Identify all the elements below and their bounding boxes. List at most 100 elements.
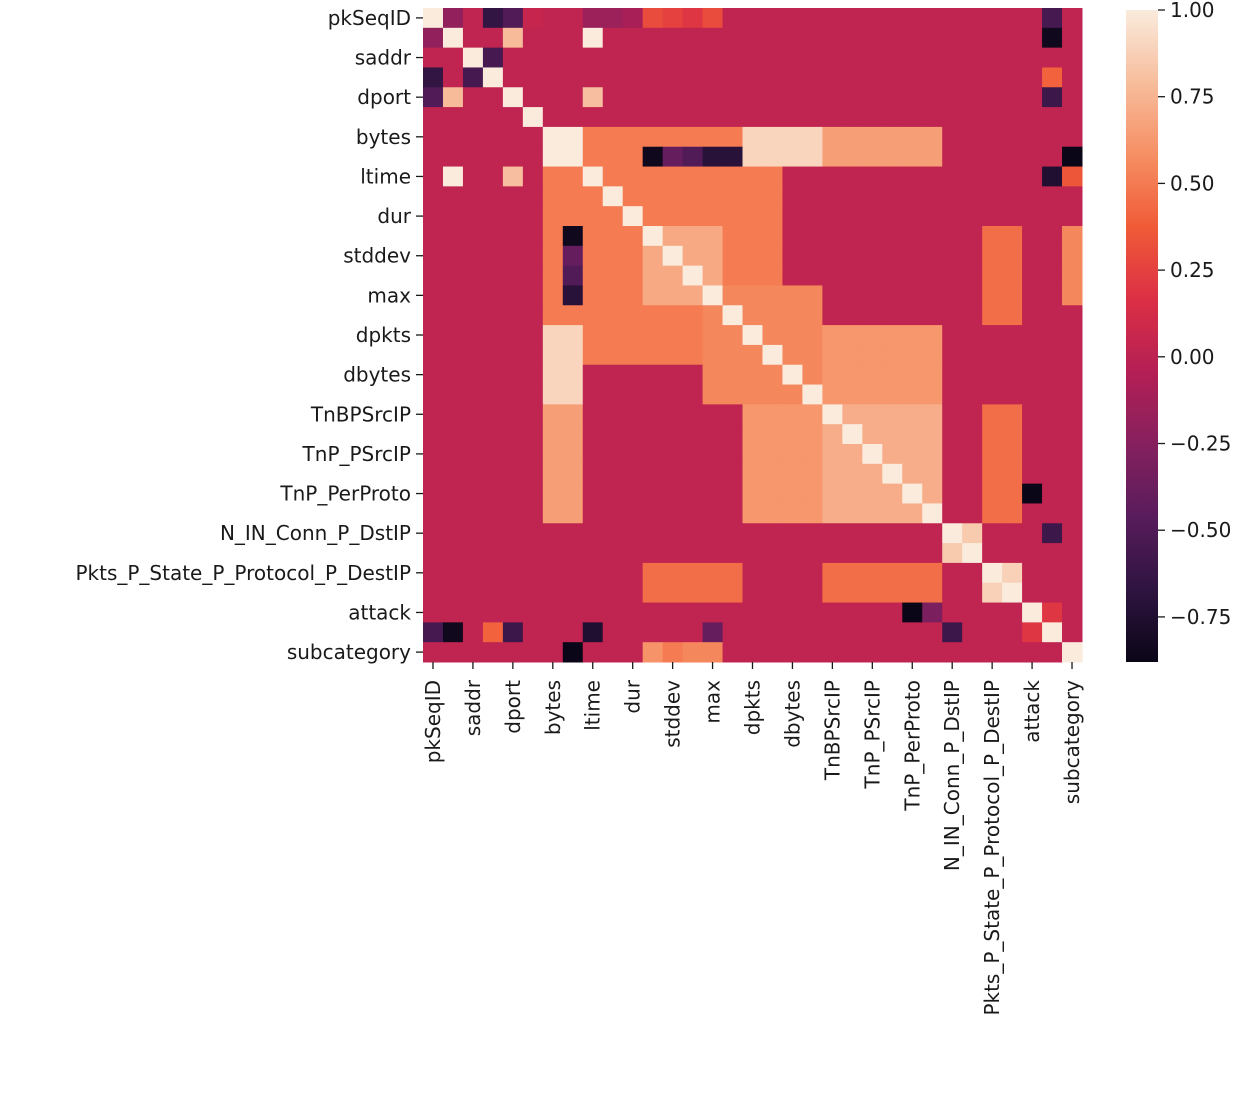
heatmap-cell [762, 364, 783, 386]
heatmap-cell [1002, 325, 1023, 346]
heatmap-cell [982, 226, 1003, 247]
heatmap-cell [682, 27, 704, 49]
heatmap-cell [922, 107, 943, 128]
heatmap-cell [462, 8, 484, 29]
heatmap-cell [782, 344, 803, 366]
heatmap-cell [682, 245, 704, 267]
heatmap-cell [962, 582, 983, 604]
heatmap-cell [1042, 463, 1063, 485]
heatmap-cell [442, 562, 464, 584]
heatmap-cell [802, 463, 823, 485]
heatmap-cell [482, 582, 504, 604]
heatmap-cell [802, 245, 823, 267]
heatmap-cell [902, 622, 923, 643]
heatmap-cell [722, 404, 744, 425]
heatmap-cell [1062, 107, 1083, 128]
heatmap-cell [702, 265, 724, 286]
heatmap-cell [482, 8, 504, 29]
heatmap-cell [1022, 285, 1043, 306]
heatmap-cell [442, 404, 464, 425]
heatmap-cell [1062, 622, 1083, 643]
heatmap-cell [842, 226, 863, 247]
heatmap-cell [482, 344, 504, 366]
heatmap-cell [942, 325, 963, 346]
heatmap-cell [822, 87, 843, 108]
heatmap-cell [962, 8, 983, 29]
heatmap-cell [842, 206, 863, 227]
heatmap-cell [1022, 67, 1043, 88]
heatmap-cell [622, 523, 644, 544]
heatmap-cell [982, 523, 1003, 544]
heatmap-cell [442, 107, 464, 128]
heatmap-cell [622, 325, 644, 346]
heatmap-cell [622, 562, 644, 584]
heatmap-cell [702, 146, 724, 168]
heatmap-cell [423, 582, 444, 604]
heatmap-cell [602, 543, 624, 564]
x-axis: pkSeqID saddr dport bytes ltime dur stddev max d… [421, 662, 1084, 1016]
heatmap-cell [522, 523, 544, 544]
heatmap-cell [1042, 582, 1063, 604]
heatmap-cell [1002, 404, 1023, 425]
heatmap-cell [1042, 126, 1063, 148]
heatmap-cell [922, 582, 943, 604]
heatmap-cell [942, 226, 963, 247]
heatmap-cell [1042, 285, 1063, 306]
heatmap-cell [442, 27, 464, 49]
heatmap-cell [902, 226, 923, 247]
heatmap-cell [842, 444, 863, 465]
heatmap-cell [1042, 523, 1063, 544]
heatmap-cell [522, 245, 544, 267]
heatmap-cell [1042, 543, 1063, 564]
heatmap-cell [662, 265, 684, 286]
heatmap-cell [762, 305, 783, 326]
heatmap-cell [1022, 206, 1043, 227]
heatmap-cell [542, 582, 564, 604]
heatmap-cell [922, 8, 943, 29]
heatmap-cell [462, 245, 484, 267]
heatmap-cell [462, 622, 484, 643]
heatmap-cell [1062, 146, 1083, 168]
heatmap-cell [842, 622, 863, 643]
heatmap-cell [602, 562, 624, 584]
heatmap-cell [702, 344, 724, 366]
heatmap-cell [462, 126, 484, 148]
heatmap-cell [442, 463, 464, 485]
heatmap-cell [482, 107, 504, 128]
heatmap-cell [882, 562, 903, 584]
heatmap-cell [602, 424, 624, 445]
heatmap-cell [622, 424, 644, 445]
heatmap-cell [822, 503, 843, 524]
heatmap-cell [442, 126, 464, 148]
heatmap-cell [542, 47, 564, 68]
heatmap-cell [922, 305, 943, 326]
heatmap-cell [502, 285, 524, 306]
heatmap-cell [662, 87, 684, 108]
heatmap-cell [802, 166, 823, 187]
heatmap-cell [502, 325, 524, 346]
heatmap-cell [902, 404, 923, 425]
heatmap-cell [562, 642, 584, 663]
heatmap-cell [562, 186, 584, 207]
heatmap-cell [762, 325, 783, 346]
heatmap-cell [522, 146, 544, 168]
heatmap-cell [1022, 503, 1043, 524]
heatmap-cell [622, 8, 644, 29]
heatmap-cell [1042, 166, 1063, 187]
heatmap-cell [662, 186, 684, 207]
heatmap-cell [442, 602, 464, 623]
heatmap-cell [582, 523, 604, 544]
heatmap-cell [882, 305, 903, 326]
heatmap-cell [842, 87, 863, 108]
heatmap-cell [982, 562, 1003, 584]
heatmap-cell [782, 503, 803, 524]
heatmap-cell [682, 503, 704, 524]
heatmap-cell [542, 206, 564, 227]
heatmap-cell [682, 87, 704, 108]
heatmap-cell [582, 47, 604, 68]
heatmap-cell [722, 67, 744, 88]
heatmap-cell [762, 285, 783, 306]
heatmap-cell [982, 503, 1003, 524]
heatmap-cell [542, 285, 564, 306]
heatmap-cell [622, 47, 644, 68]
